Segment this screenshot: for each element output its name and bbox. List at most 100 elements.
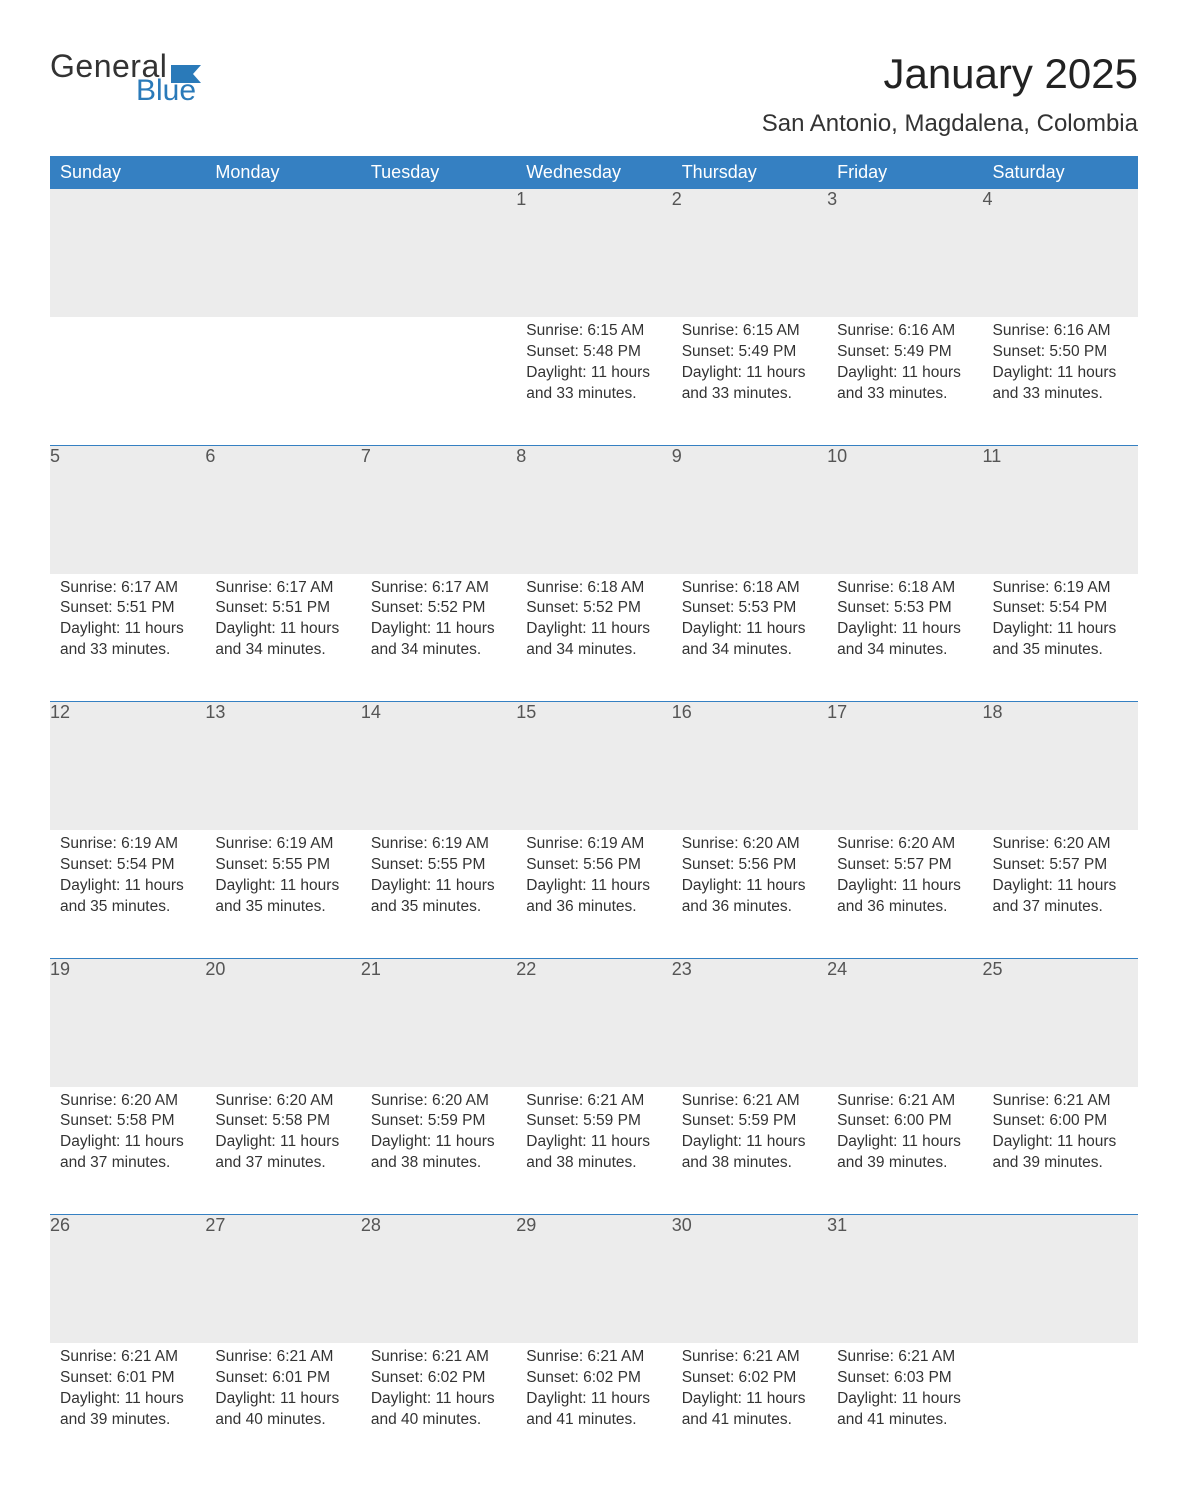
sunset-text: Sunset: 5:53 PM <box>837 598 972 619</box>
sunrise-text: Sunrise: 6:20 AM <box>215 1091 350 1112</box>
day-cell: Sunrise: 6:21 AMSunset: 5:59 PMDaylight:… <box>672 1087 827 1215</box>
day-header: Thursday <box>672 156 827 189</box>
day-cell-body: Sunrise: 6:17 AMSunset: 5:51 PMDaylight:… <box>205 574 360 672</box>
day-body-row: Sunrise: 6:15 AMSunset: 5:48 PM Daylight:… <box>50 317 1138 445</box>
sunrise-text: Sunrise: 6:20 AM <box>993 834 1128 855</box>
sunrise-text: Sunrise: 6:18 AM <box>526 578 661 599</box>
day-cell-body: Sunrise: 6:21 AMSunset: 5:59 PMDaylight:… <box>516 1087 671 1185</box>
sunrise-text: Sunrise: 6:16 AM <box>837 321 972 342</box>
daylight-text: Daylight: 11 hours and 34 minutes. <box>215 619 350 661</box>
day-cell: Sunrise: 6:21 AMSunset: 6:00 PMDaylight:… <box>983 1087 1138 1215</box>
sunset-text: Sunset: 5:55 PM <box>371 855 506 876</box>
day-number: 24 <box>827 959 982 1087</box>
month-title: January 2025 <box>762 50 1138 98</box>
day-cell-body: Sunrise: 6:20 AMSunset: 5:58 PMDaylight:… <box>50 1087 205 1185</box>
day-cell: Sunrise: 6:20 AMSunset: 5:57 PMDaylight:… <box>827 830 982 958</box>
sunrise-text: Sunrise: 6:15 AM <box>526 321 661 342</box>
daylight-text: Daylight: 11 hours and 40 minutes. <box>215 1389 350 1431</box>
sunset-text: Sunset: 5:49 PM <box>837 342 972 363</box>
day-number: 13 <box>205 702 360 830</box>
day-body-row: Sunrise: 6:21 AM Sunset: 6:01 PM Daylight:… <box>50 1343 1138 1471</box>
sunset-text: Sunset: 5:59 PM <box>526 1111 661 1132</box>
sunset-text: Sunset: 5:59 PM <box>371 1111 506 1132</box>
sunset-text: Sunset: 5:54 PM <box>993 598 1128 619</box>
sunset-text: Sunset: 5:59 PM <box>682 1111 817 1132</box>
sunrise-text: Sunrise: 6:19 AM <box>60 834 195 855</box>
title-block: January 2025 San Antonio, Magdalena, Col… <box>762 50 1138 138</box>
day-cell-body: Sunrise: 6:20 AMSunset: 5:57 PMDaylight:… <box>827 830 982 928</box>
sunrise-text: Sunrise: 6:21 AM <box>993 1091 1128 1112</box>
empty-day-cell <box>50 317 205 445</box>
day-cell: Sunrise: 6:19 AMSunset: 5:55 PMDaylight:… <box>205 830 360 958</box>
day-cell: Sunrise: 6:19 AMSunset: 5:55 PMDaylight:… <box>361 830 516 958</box>
sunset-text: Sunset: 5:58 PM <box>60 1111 195 1132</box>
day-number: 2 <box>672 189 827 317</box>
sunrise-text: Sunrise: 6:21 AM <box>526 1091 661 1112</box>
sunset-text: Sunset: 6:00 PM <box>837 1111 972 1132</box>
day-number: 10 <box>827 446 982 574</box>
location-subtitle: San Antonio, Magdalena, Colombia <box>762 110 1138 138</box>
sunrise-text: Sunrise: 6:21 AM <box>682 1091 817 1112</box>
day-number: 21 <box>361 959 516 1087</box>
day-number: 19 <box>50 959 205 1087</box>
day-cell-body: Sunrise: 6:19 AMSunset: 5:55 PMDaylight:… <box>361 830 516 928</box>
daylight-text: Daylight: 11 hours and 36 minutes. <box>837 876 972 918</box>
sunset-text: Sunset: 5:56 PM <box>526 855 661 876</box>
day-body-row: Sunrise: 6:20 AM Sunset: 5:58 PM Daylight:… <box>50 1087 1138 1215</box>
sunset-text: Sunset: 6:01 PM <box>60 1368 195 1389</box>
sunset-text: Sunset: 5:51 PM <box>60 598 195 619</box>
daylight-text: Daylight: 11 hours and 33 minutes. <box>60 619 195 661</box>
sunrise-text: Sunrise: 6:20 AM <box>371 1091 506 1112</box>
sunrise-text: Sunrise: 6:21 AM <box>371 1347 506 1368</box>
day-cell-body: Sunrise: 6:21 AMSunset: 6:02 PMDaylight:… <box>516 1343 671 1441</box>
sunrise-text: Sunrise: 6:16 AM <box>993 321 1128 342</box>
empty-day-number <box>50 189 205 317</box>
day-cell-body: Sunrise: 6:20 AMSunset: 5:57 PMDaylight:… <box>983 830 1138 928</box>
day-cell: Sunrise: 6:21 AMSunset: 6:02 PMDaylight:… <box>672 1343 827 1471</box>
daylight-text: Daylight: 11 hours and 37 minutes. <box>993 876 1128 918</box>
day-cell-body: Sunrise: 6:21 AMSunset: 6:00 PMDaylight:… <box>983 1087 1138 1185</box>
day-number-row: 19202122232425 <box>50 959 1138 1087</box>
day-header: Saturday <box>983 156 1138 189</box>
day-number: 11 <box>983 446 1138 574</box>
day-number: 26 <box>50 1215 205 1343</box>
empty-day-cell <box>361 317 516 445</box>
sunset-text: Sunset: 5:57 PM <box>993 855 1128 876</box>
day-cell-body: Sunrise: 6:21 AMSunset: 6:02 PMDaylight:… <box>361 1343 516 1441</box>
sunset-text: Sunset: 6:02 PM <box>526 1368 661 1389</box>
sunrise-text: Sunrise: 6:21 AM <box>215 1347 350 1368</box>
sunset-text: Sunset: 5:52 PM <box>526 598 661 619</box>
daylight-text: Daylight: 11 hours and 35 minutes. <box>60 876 195 918</box>
day-cell: Sunrise: 6:18 AMSunset: 5:53 PMDaylight:… <box>672 574 827 702</box>
daylight-text: Daylight: 11 hours and 36 minutes. <box>526 876 661 918</box>
daylight-text: Daylight: 11 hours and 39 minutes. <box>837 1132 972 1174</box>
sunrise-text: Sunrise: 6:21 AM <box>837 1091 972 1112</box>
day-cell-body: Sunrise: 6:18 AMSunset: 5:53 PMDaylight:… <box>827 574 982 672</box>
day-cell: Sunrise: 6:21 AMSunset: 6:00 PMDaylight:… <box>827 1087 982 1215</box>
sunrise-text: Sunrise: 6:21 AM <box>837 1347 972 1368</box>
empty-day-cell <box>205 317 360 445</box>
day-cell: Sunrise: 6:16 AMSunset: 5:50 PMDaylight:… <box>983 317 1138 445</box>
sunset-text: Sunset: 6:00 PM <box>993 1111 1128 1132</box>
sunset-text: Sunset: 5:53 PM <box>682 598 817 619</box>
day-number: 15 <box>516 702 671 830</box>
day-header: Friday <box>827 156 982 189</box>
sunset-text: Sunset: 5:48 PM <box>526 342 661 363</box>
calendar-header-row: SundayMondayTuesdayWednesdayThursdayFrid… <box>50 156 1138 189</box>
day-cell: Sunrise: 6:19 AMSunset: 5:54 PMDaylight:… <box>50 830 205 958</box>
day-cell-body: Sunrise: 6:20 AMSunset: 5:58 PMDaylight:… <box>205 1087 360 1185</box>
sunrise-text: Sunrise: 6:20 AM <box>837 834 972 855</box>
day-cell: Sunrise: 6:20 AMSunset: 5:58 PMDaylight:… <box>205 1087 360 1215</box>
day-cell-body: Sunrise: 6:21 AMSunset: 6:00 PMDaylight:… <box>827 1087 982 1185</box>
day-number: 12 <box>50 702 205 830</box>
day-cell: Sunrise: 6:16 AMSunset: 5:49 PMDaylight:… <box>827 317 982 445</box>
day-cell-body: Sunrise: 6:21 AMSunset: 5:59 PMDaylight:… <box>672 1087 827 1185</box>
day-cell: Sunrise: 6:21 AMSunset: 6:02 PMDaylight:… <box>516 1343 671 1471</box>
daylight-text: Daylight: 11 hours and 34 minutes. <box>371 619 506 661</box>
daylight-text: Daylight: 11 hours and 33 minutes. <box>682 363 817 405</box>
day-number: 30 <box>672 1215 827 1343</box>
sunrise-text: Sunrise: 6:18 AM <box>682 578 817 599</box>
daylight-text: Daylight: 11 hours and 37 minutes. <box>215 1132 350 1174</box>
day-cell: Sunrise: 6:17 AMSunset: 5:51 PMDaylight:… <box>205 574 360 702</box>
day-cell: Sunrise: 6:15 AMSunset: 5:48 PMDaylight:… <box>516 317 671 445</box>
